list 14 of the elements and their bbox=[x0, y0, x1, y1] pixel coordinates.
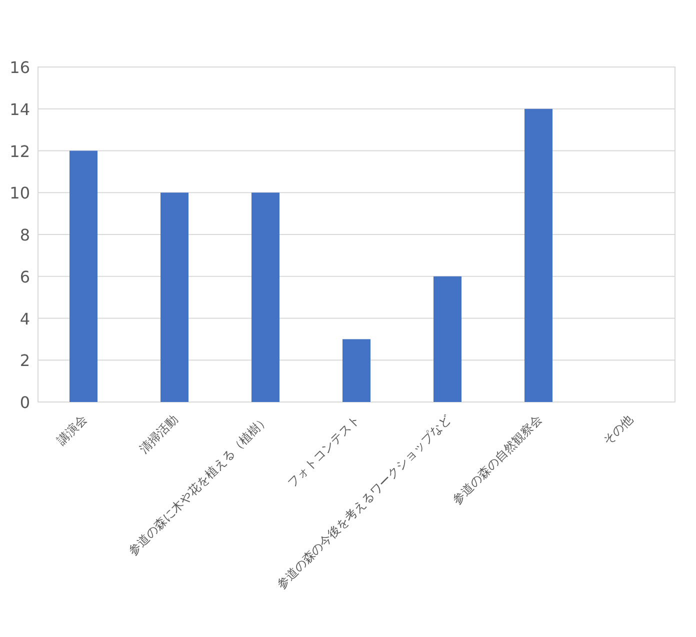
y-tick-label: 8 bbox=[20, 226, 30, 244]
y-tick-label: 14 bbox=[10, 100, 30, 119]
y-tick-label: 2 bbox=[20, 351, 30, 370]
y-tick-label: 16 bbox=[10, 58, 30, 77]
x-tick-label: 参道の森の自然観察会 bbox=[450, 412, 545, 507]
y-tick-label: 10 bbox=[10, 184, 30, 203]
y-tick-label: 4 bbox=[20, 309, 30, 328]
y-tick-label: 6 bbox=[20, 267, 30, 286]
y-tick-label: 12 bbox=[10, 142, 30, 161]
x-tick-label: 講演会 bbox=[54, 412, 90, 448]
x-tick-label: フォトコンテスト bbox=[284, 412, 363, 490]
x-tick-label: 清掃活動 bbox=[136, 412, 181, 456]
x-tick-label: その他 bbox=[600, 412, 636, 448]
y-tick-label: 0 bbox=[20, 393, 30, 412]
